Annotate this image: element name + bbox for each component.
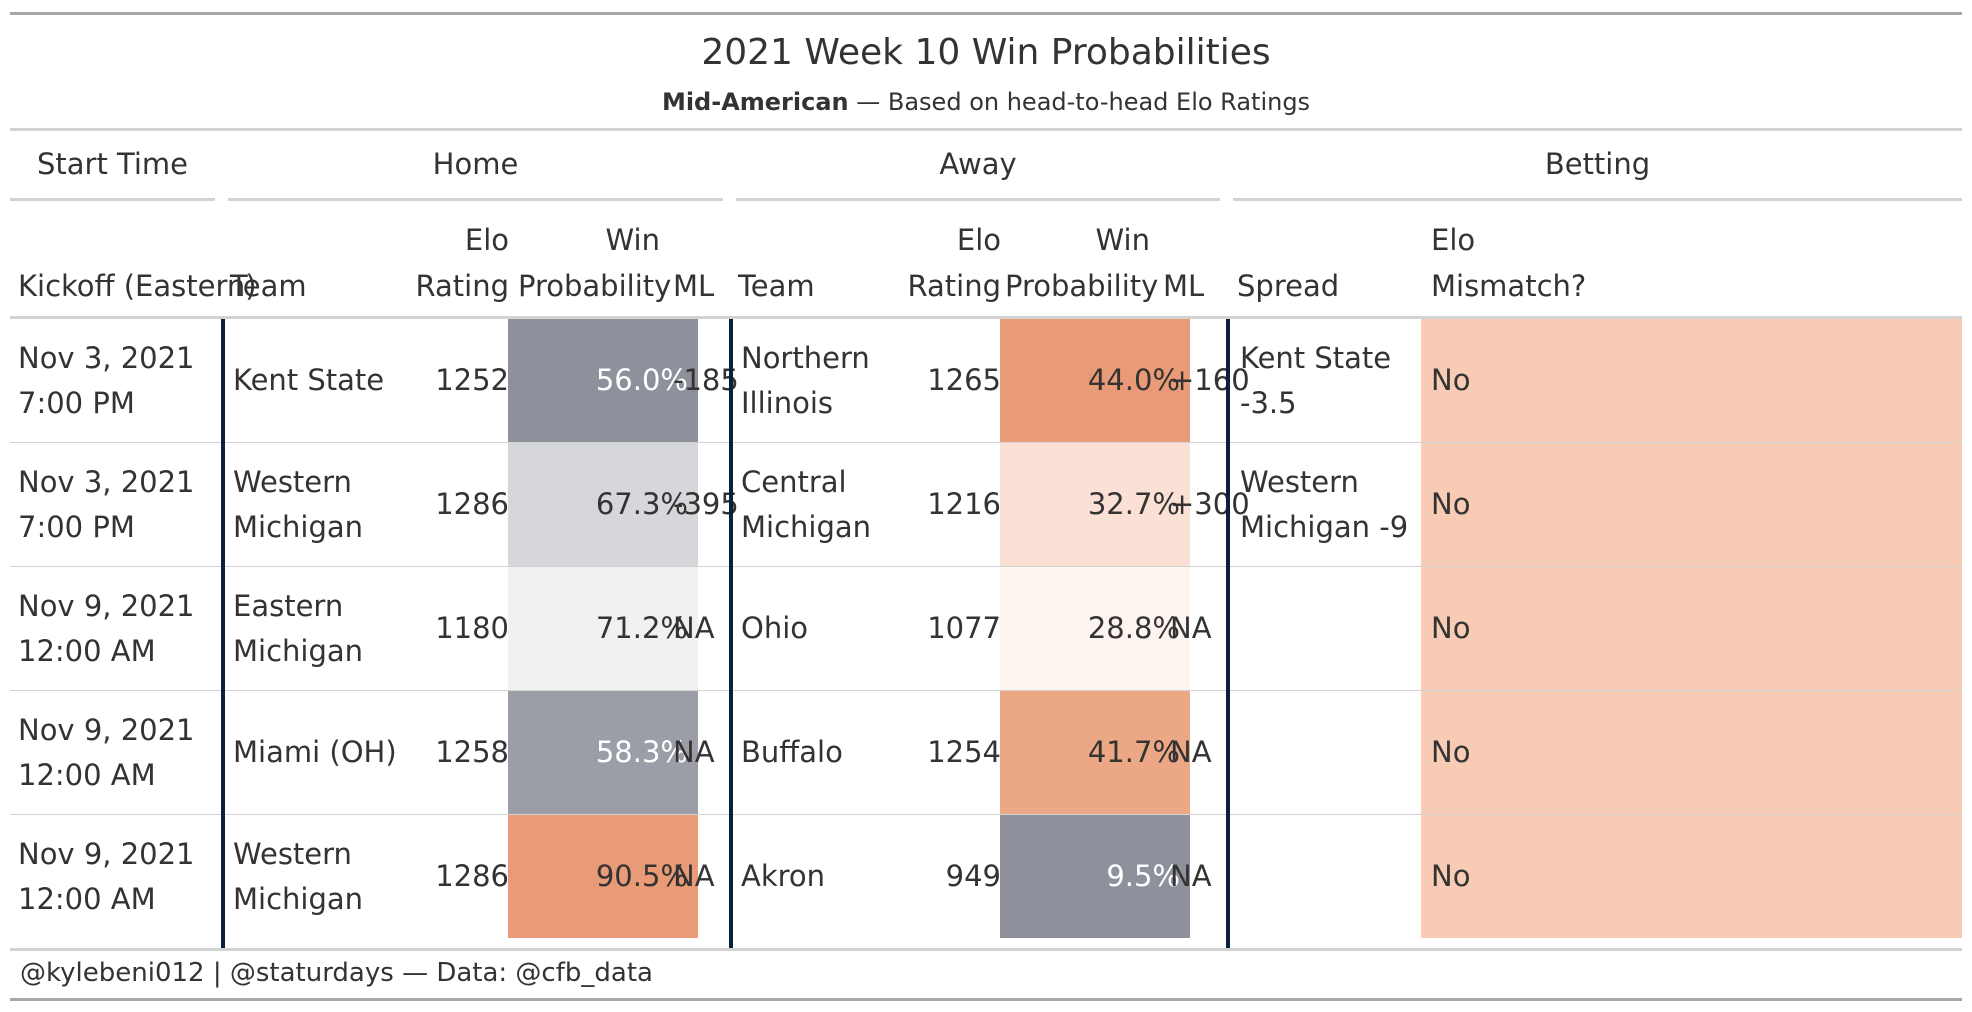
subtitle-rest: — Based on head-to-head Elo Ratings	[848, 88, 1311, 116]
cell-mismatch: No	[1421, 443, 1962, 566]
cell-away-team: Buffalo	[741, 735, 843, 769]
cell-mismatch: No	[1421, 567, 1962, 690]
spanner-away: Away	[939, 147, 1017, 181]
cell-home-team: Western Michigan	[233, 464, 364, 544]
col-mismatch-1: Elo	[1431, 223, 1476, 257]
spanner-home: Home	[432, 147, 519, 181]
cell-home-wp: 56.0%	[508, 319, 698, 442]
cell-kickoff: Nov 3, 2021 7:00 PM	[18, 464, 195, 544]
cell-kickoff: Nov 9, 2021 12:00 AM	[18, 712, 195, 792]
col-away-wp-2: Probability	[1005, 269, 1159, 303]
cell-mismatch: No	[1421, 815, 1962, 938]
cell-away-wp: 44.0%	[1000, 319, 1190, 442]
col-home-ml: ML	[673, 269, 715, 303]
cell-home-elo: 1252	[435, 363, 509, 397]
cell-away-wp: 9.5%	[1000, 815, 1190, 938]
cell-away-ml: +300	[1170, 487, 1250, 521]
cell-away-elo: 949	[945, 859, 1001, 893]
cell-away-ml: +160	[1170, 363, 1250, 397]
cell-home-ml: NA	[673, 611, 715, 645]
subtitle-rule	[10, 128, 1962, 131]
cell-spread: Western Michigan -9	[1240, 464, 1409, 544]
divider-away	[729, 319, 733, 949]
col-away-elo-1: Elo	[956, 223, 1001, 257]
cell-away-team: Akron	[741, 859, 826, 893]
cell-home-elo: 1180	[435, 611, 509, 645]
col-home-wp-1: Win	[605, 223, 660, 257]
cell-away-wp: 41.7%	[1000, 691, 1190, 814]
divider-home	[221, 319, 225, 949]
table-title: 2021 Week 10 Win Probabilities	[701, 32, 1271, 73]
cell-away-wp: 32.7%	[1000, 443, 1190, 566]
table-bottom-rule	[10, 948, 1962, 951]
cell-mismatch: No	[1421, 319, 1962, 442]
cell-spread: Kent State -3.5	[1240, 340, 1392, 420]
cell-home-team: Miami (OH)	[233, 735, 397, 769]
cell-away-elo: 1254	[927, 735, 1001, 769]
col-away-team: Team	[738, 269, 815, 303]
cell-home-elo: 1258	[435, 735, 509, 769]
col-away-elo-2: Rating	[907, 269, 1002, 303]
col-home-elo-1: Elo	[464, 223, 509, 257]
cell-away-ml: NA	[1170, 611, 1212, 645]
cell-home-elo: 1286	[435, 859, 509, 893]
subtitle-conference: Mid-American	[661, 88, 849, 116]
spanner-line-betting	[1233, 198, 1962, 201]
spanner-line-home	[228, 198, 723, 201]
bottom-rule	[10, 998, 1962, 1001]
cell-away-team: Northern Illinois	[741, 340, 870, 420]
cell-home-elo: 1286	[435, 487, 509, 521]
spanner-line-start-time	[10, 198, 215, 201]
spanner-start-time: Start Time	[36, 147, 189, 181]
cell-spread	[1230, 691, 1420, 814]
col-spread: Spread	[1237, 269, 1340, 303]
table-container: 2021 Week 10 Win Probabilities Mid-Ameri…	[10, 12, 1962, 1004]
cell-away-elo: 1265	[927, 363, 1001, 397]
spanner-line-away	[736, 198, 1220, 201]
col-home-elo-2: Rating	[415, 269, 510, 303]
divider-betting	[1226, 319, 1230, 949]
row-divider	[10, 566, 1962, 567]
row-divider	[10, 690, 1962, 691]
cell-home-wp: 90.5%	[508, 815, 698, 938]
cell-home-wp: 58.3%	[508, 691, 698, 814]
cell-away-elo: 1216	[927, 487, 1001, 521]
col-home-wp-2: Probability	[518, 269, 672, 303]
top-rule	[10, 12, 1962, 15]
row-divider	[10, 814, 1962, 815]
cell-mismatch: No	[1421, 691, 1962, 814]
cell-kickoff: Nov 9, 2021 12:00 AM	[18, 836, 195, 916]
cell-home-team: Kent State	[233, 363, 385, 397]
cell-away-ml: NA	[1170, 859, 1212, 893]
col-away-wp-1: Win	[1095, 223, 1150, 257]
cell-away-team: Central Michigan	[741, 464, 872, 544]
cell-home-team: Eastern Michigan	[233, 588, 364, 668]
cell-home-wp: 67.3%	[508, 443, 698, 566]
col-mismatch-2: Mismatch?	[1431, 269, 1587, 303]
cell-kickoff: Nov 3, 2021 7:00 PM	[18, 340, 195, 420]
cell-away-wp: 28.8%	[1000, 567, 1190, 690]
cell-spread	[1230, 567, 1420, 690]
row-divider	[10, 442, 1962, 443]
cell-home-team: Western Michigan	[233, 836, 364, 916]
cell-home-ml: -185	[673, 363, 739, 397]
source-footnote: @kylebeni012 | @staturdays — Data: @cfb_…	[20, 958, 653, 988]
cell-away-team: Ohio	[741, 611, 809, 645]
table-subtitle: Mid-American — Based on head-to-head Elo…	[10, 88, 1962, 116]
cell-spread	[1230, 815, 1420, 938]
cell-away-elo: 1077	[927, 611, 1001, 645]
col-away-ml: ML	[1163, 269, 1205, 303]
spanner-betting: Betting	[1544, 147, 1651, 181]
cell-home-wp: 71.2%	[508, 567, 698, 690]
cell-home-ml: NA	[673, 859, 715, 893]
col-kickoff: Kickoff (Eastern)	[18, 269, 257, 303]
cell-home-ml: -395	[673, 487, 739, 521]
cell-kickoff: Nov 9, 2021 12:00 AM	[18, 588, 195, 668]
header-rule	[10, 316, 1962, 319]
cell-away-ml: NA	[1170, 735, 1212, 769]
col-home-team: Team	[230, 269, 307, 303]
cell-home-ml: NA	[673, 735, 715, 769]
